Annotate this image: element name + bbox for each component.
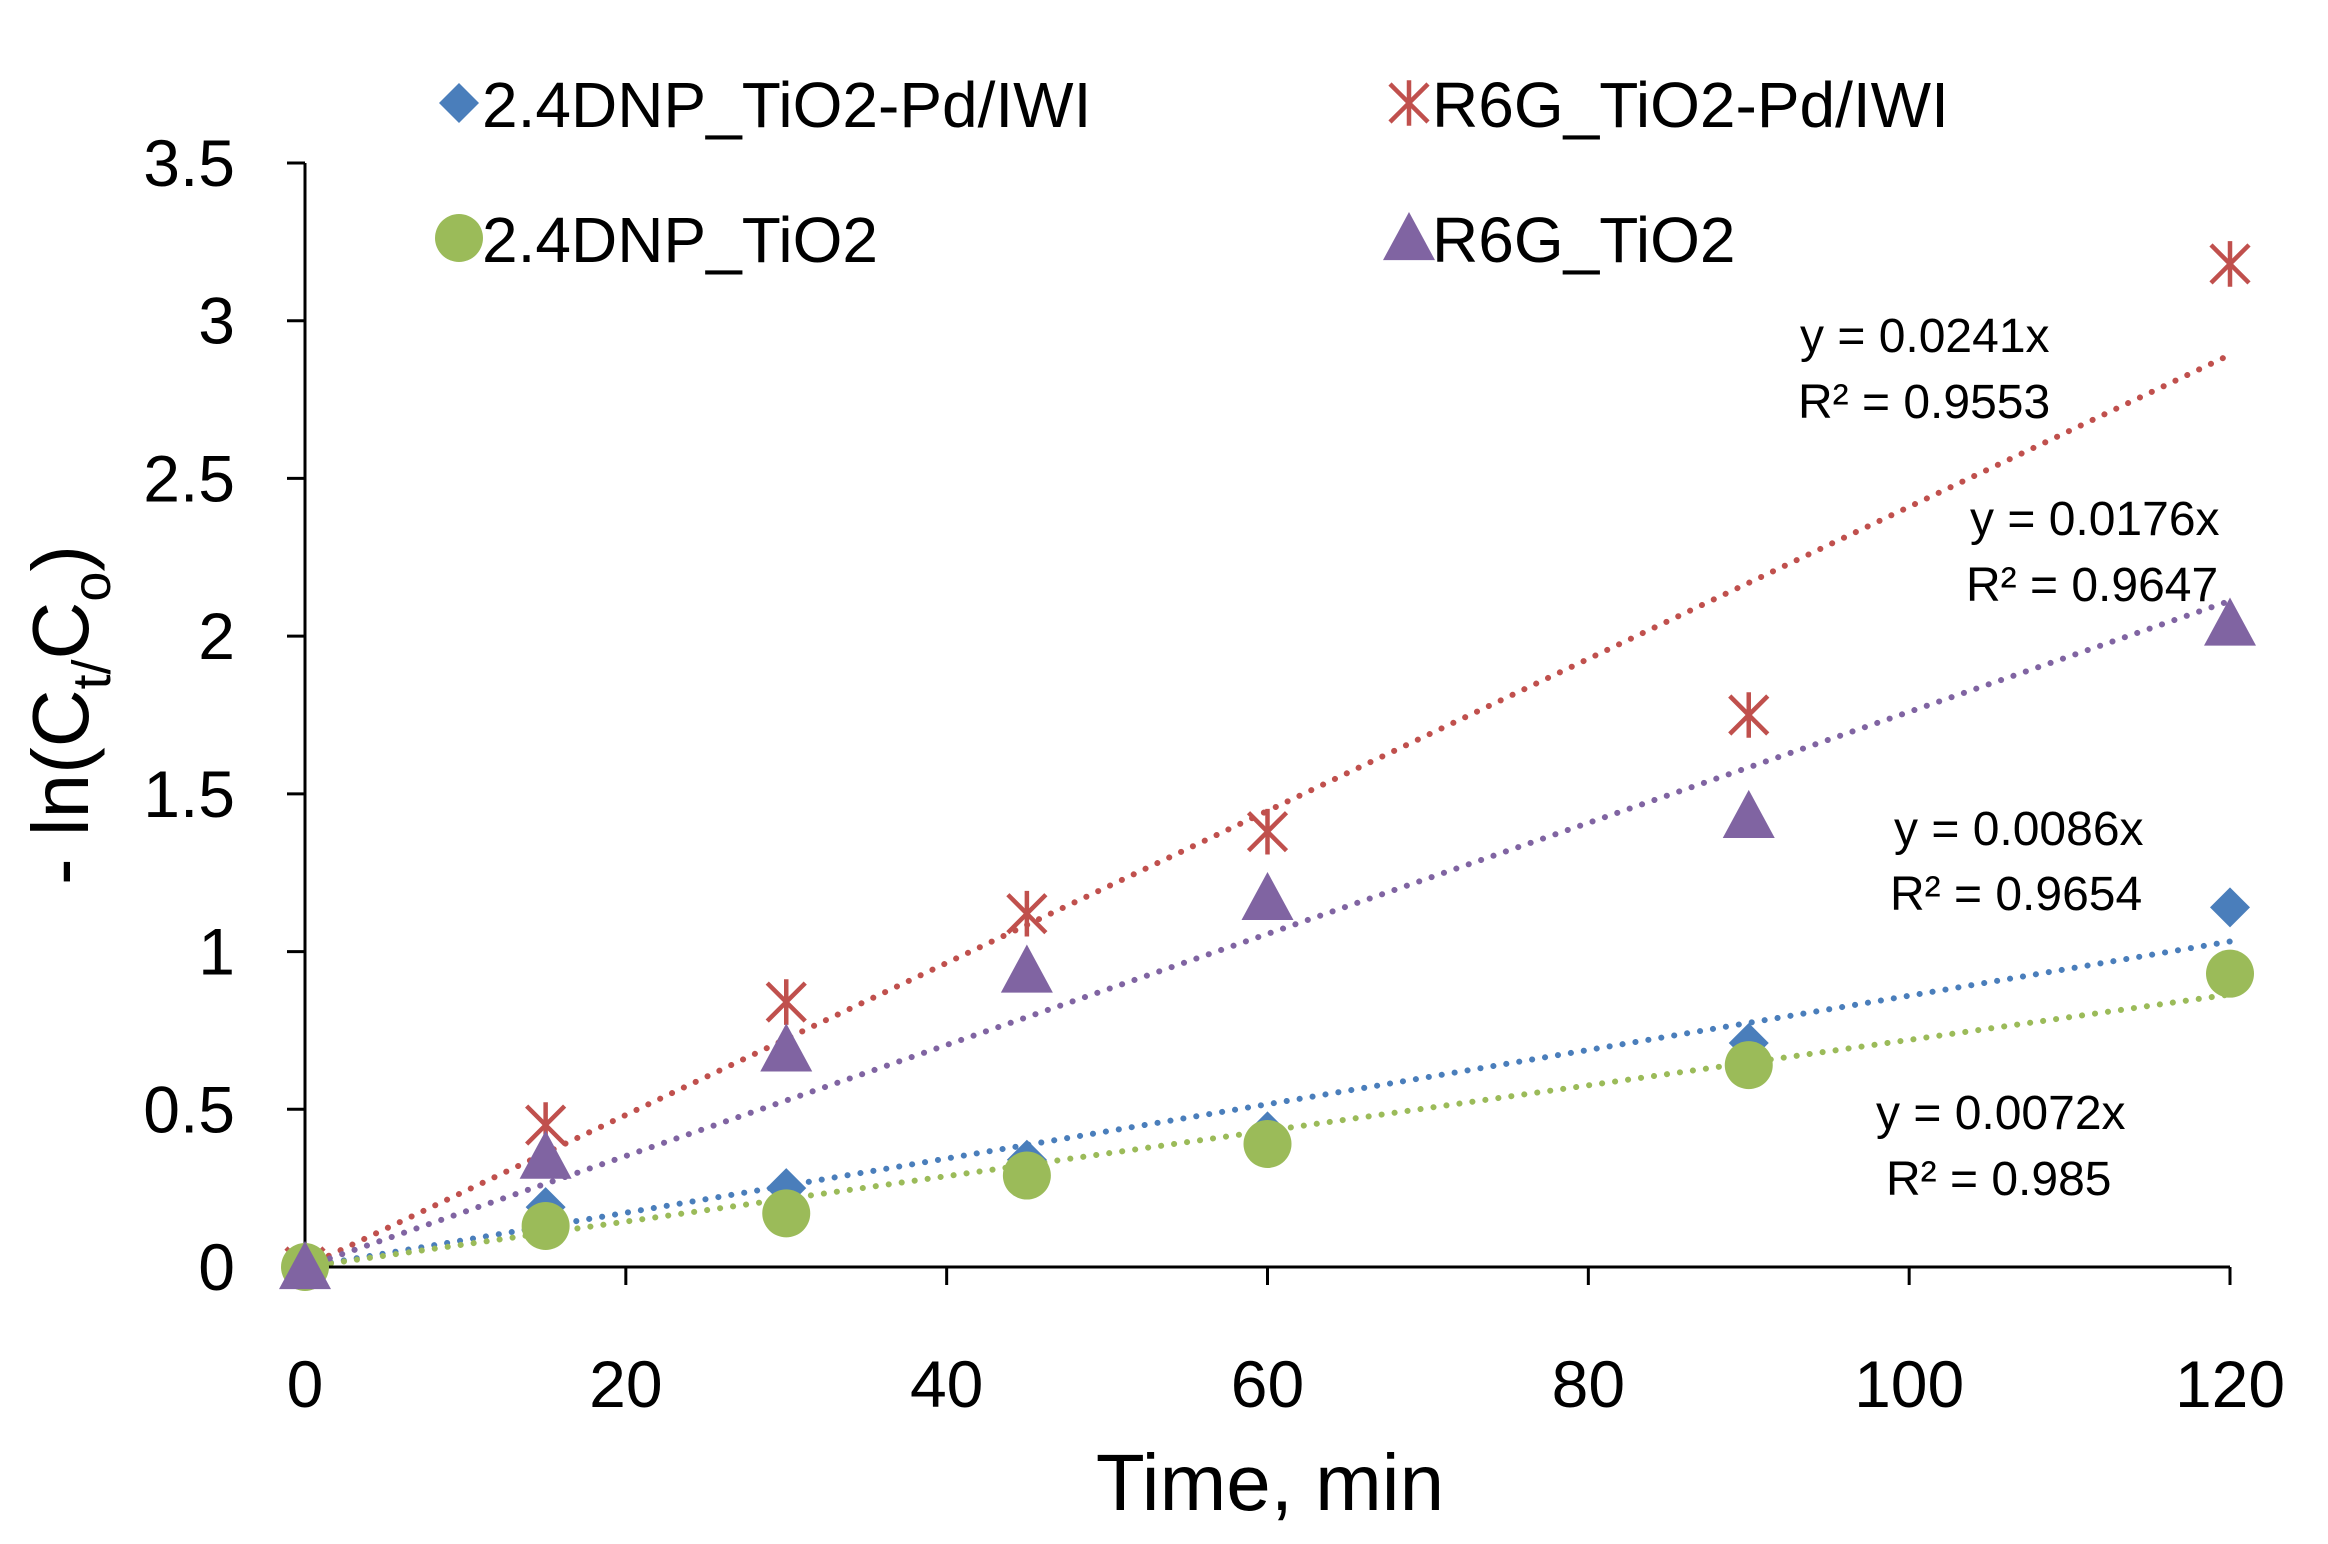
data-point-asterisk — [1006, 890, 1048, 937]
legend-item-dnp-pd: 2.4DNP_TiO2-Pd/IWI — [439, 69, 1091, 141]
equation-dnp: y = 0.0072x — [1876, 1087, 2126, 1140]
trendline — [302, 597, 2233, 1270]
y-axis-title-suffix: ) — [16, 545, 105, 572]
legend-label-dnp: 2.4DNP_TiO2 — [482, 204, 878, 276]
data-point-triangle — [519, 1130, 572, 1179]
y-axis-title-prefix: - ln(C — [16, 689, 105, 885]
y-tick-label: 3.5 — [143, 126, 235, 200]
equation-dnp-pd: y = 0.0086x — [1894, 803, 2144, 856]
data-point-triangle — [760, 1023, 813, 1072]
legend-item-r6g-pd: R6G_TiO2-Pd/IWI — [1388, 69, 1949, 141]
r2-dnp-pd: R² = 0.9654 — [1890, 868, 2142, 921]
data-point-triangle — [1241, 871, 1294, 921]
x-tick-label: 80 — [1552, 1347, 1625, 1421]
x-axis-title: Time, min — [1096, 1438, 1444, 1527]
y-axis-title-sub-o: o — [62, 572, 122, 602]
y-axis-ticks: 0 0.5 1 1.5 2 2.5 3 3.5 — [143, 126, 305, 1304]
x-tick-label: 0 — [287, 1347, 324, 1421]
x-tick-label: 20 — [589, 1347, 662, 1421]
legend-label-r6g-pd: R6G_TiO2-Pd/IWI — [1432, 69, 1949, 141]
legend: 2.4DNP_TiO2-Pd/IWI R6G_TiO2-Pd/IWI 2.4DN… — [435, 69, 1949, 276]
y-axis-title: - ln(Ct/Co) — [16, 545, 122, 885]
x-axis-ticks: 0 20 40 60 80 100 120 — [287, 1267, 2285, 1421]
y-tick-label: 0 — [198, 1230, 235, 1304]
y-tick-label: 1.5 — [143, 757, 235, 831]
trendline — [302, 938, 2233, 1270]
y-tick-label: 0.5 — [143, 1072, 235, 1146]
data-point-asterisk — [765, 979, 807, 1025]
equation-r6g: y = 0.0176x — [1970, 493, 2220, 546]
legend-item-dnp: 2.4DNP_TiO2 — [435, 204, 878, 276]
data-point-circle — [1243, 1119, 1292, 1168]
y-tick-label: 2 — [198, 599, 235, 673]
legend-circle-icon — [435, 214, 483, 262]
x-tick-label: 120 — [2175, 1347, 2285, 1421]
data-point-circle — [1002, 1151, 1051, 1200]
data-point-triangle — [1000, 944, 1053, 993]
y-axis-title-middle: C — [16, 602, 105, 660]
legend-triangle-icon — [1383, 212, 1435, 261]
data-point-triangle — [279, 1241, 331, 1290]
data-point-circle — [1724, 1041, 1773, 1090]
equation-labels: y = 0.0241x R² = 0.9553 y = 0.0176x R² =… — [1798, 310, 2220, 1206]
data-point-asterisk — [1728, 692, 1770, 738]
legend-marker-diamond — [439, 83, 479, 123]
x-tick-label: 60 — [1231, 1347, 1304, 1421]
y-tick-label: 1 — [198, 915, 235, 989]
x-tick-label: 100 — [1854, 1347, 1964, 1421]
r2-r6g-pd: R² = 0.9553 — [1798, 376, 2050, 429]
legend-label-r6g: R6G_TiO2 — [1432, 204, 1736, 276]
legend-item-r6g: R6G_TiO2 — [1383, 204, 1736, 276]
data-point-triangle — [2204, 597, 2256, 646]
data-markers — [279, 241, 2256, 1291]
data-point-asterisk — [1246, 808, 1289, 855]
trendline — [302, 351, 2233, 1270]
data-point-diamond — [2210, 887, 2250, 928]
legend-marker-asterisk — [1388, 80, 1430, 126]
legend-asterisk-icon — [1388, 80, 1430, 126]
y-tick-label: 3 — [198, 284, 235, 358]
legend-marker-circle — [435, 214, 483, 262]
r2-dnp: R² = 0.985 — [1886, 1153, 2111, 1206]
x-tick-label: 40 — [910, 1347, 983, 1421]
data-point-circle — [521, 1201, 570, 1250]
legend-label-dnp-pd: 2.4DNP_TiO2-Pd/IWI — [482, 69, 1091, 141]
legend-marker-triangle — [1383, 212, 1435, 261]
y-tick-label: 2.5 — [143, 441, 235, 515]
data-point-triangle — [1722, 789, 1775, 839]
y-axis-title-sub-t: t/ — [62, 659, 122, 689]
data-point-asterisk — [2209, 241, 2251, 287]
equation-r6g-pd: y = 0.0241x — [1800, 310, 2050, 363]
legend-diamond-icon — [439, 83, 479, 123]
data-point-circle — [762, 1189, 811, 1238]
data-point-circle — [2206, 949, 2254, 998]
r2-r6g: R² = 0.9647 — [1966, 559, 2218, 612]
